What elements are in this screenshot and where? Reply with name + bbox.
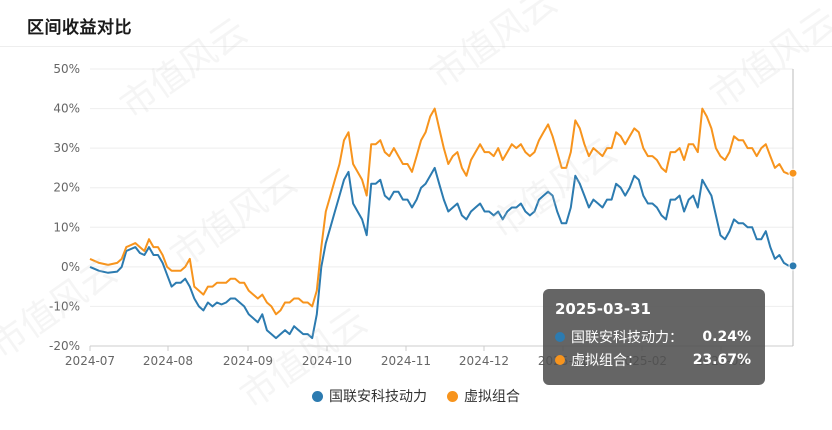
legend-label-portfolio: 虚拟组合 — [464, 389, 520, 405]
tooltip-date: 2025-03-31 — [555, 300, 651, 318]
legend-dot-portfolio — [447, 390, 458, 402]
x-tick-label: 2024-11 — [381, 354, 431, 368]
series-line-portfolio — [89, 107, 794, 316]
tooltip-label-fund: 国联安科技动力： — [571, 329, 683, 346]
y-tick-label: -10% — [49, 299, 80, 313]
y-tick-label: 20% — [53, 181, 80, 195]
x-tick-label: 2024-10 — [302, 354, 352, 368]
y-tick-label: 30% — [53, 141, 80, 155]
chart-tooltip: 2025-03-31 国联安科技动力： 0.24% 虚拟组合： 23.67% — [543, 289, 765, 385]
legend-label-fund: 国联安科技动力 — [329, 389, 427, 405]
x-tick-label: 2024-07 — [65, 354, 115, 368]
x-tick-label: 2024-12 — [459, 354, 509, 368]
tooltip-row-portfolio: 虚拟组合： 23.67% — [555, 348, 751, 371]
x-tick-label: 2024-09 — [223, 354, 273, 368]
y-tick-label: 10% — [53, 220, 80, 234]
legend-dot-fund — [312, 390, 323, 402]
series-line-fund — [89, 166, 794, 340]
hover-point-portfolio — [788, 168, 798, 178]
x-tick-label: 2024-08 — [143, 354, 193, 368]
hover-point-fund — [788, 261, 798, 271]
tooltip-label-portfolio: 虚拟组合： — [571, 352, 641, 369]
legend-item-fund[interactable]: 国联安科技动力 — [312, 386, 427, 406]
tooltip-value-fund: 0.24% — [702, 328, 751, 345]
y-tick-label: 40% — [53, 102, 80, 116]
tooltip-value-portfolio: 23.67% — [692, 351, 751, 368]
y-tick-label: -20% — [49, 339, 80, 353]
title-divider — [0, 46, 832, 47]
page-title: 区间收益对比 — [27, 18, 132, 38]
tooltip-row-fund: 国联安科技动力： 0.24% — [555, 325, 751, 348]
y-tick-label: 50% — [53, 62, 80, 76]
chart-legend: 国联安科技动力 虚拟组合 — [0, 386, 832, 406]
legend-item-portfolio[interactable]: 虚拟组合 — [447, 386, 520, 406]
tooltip-dot-portfolio — [555, 354, 565, 365]
y-tick-label: 0% — [61, 260, 80, 274]
tooltip-dot-fund — [555, 331, 565, 342]
